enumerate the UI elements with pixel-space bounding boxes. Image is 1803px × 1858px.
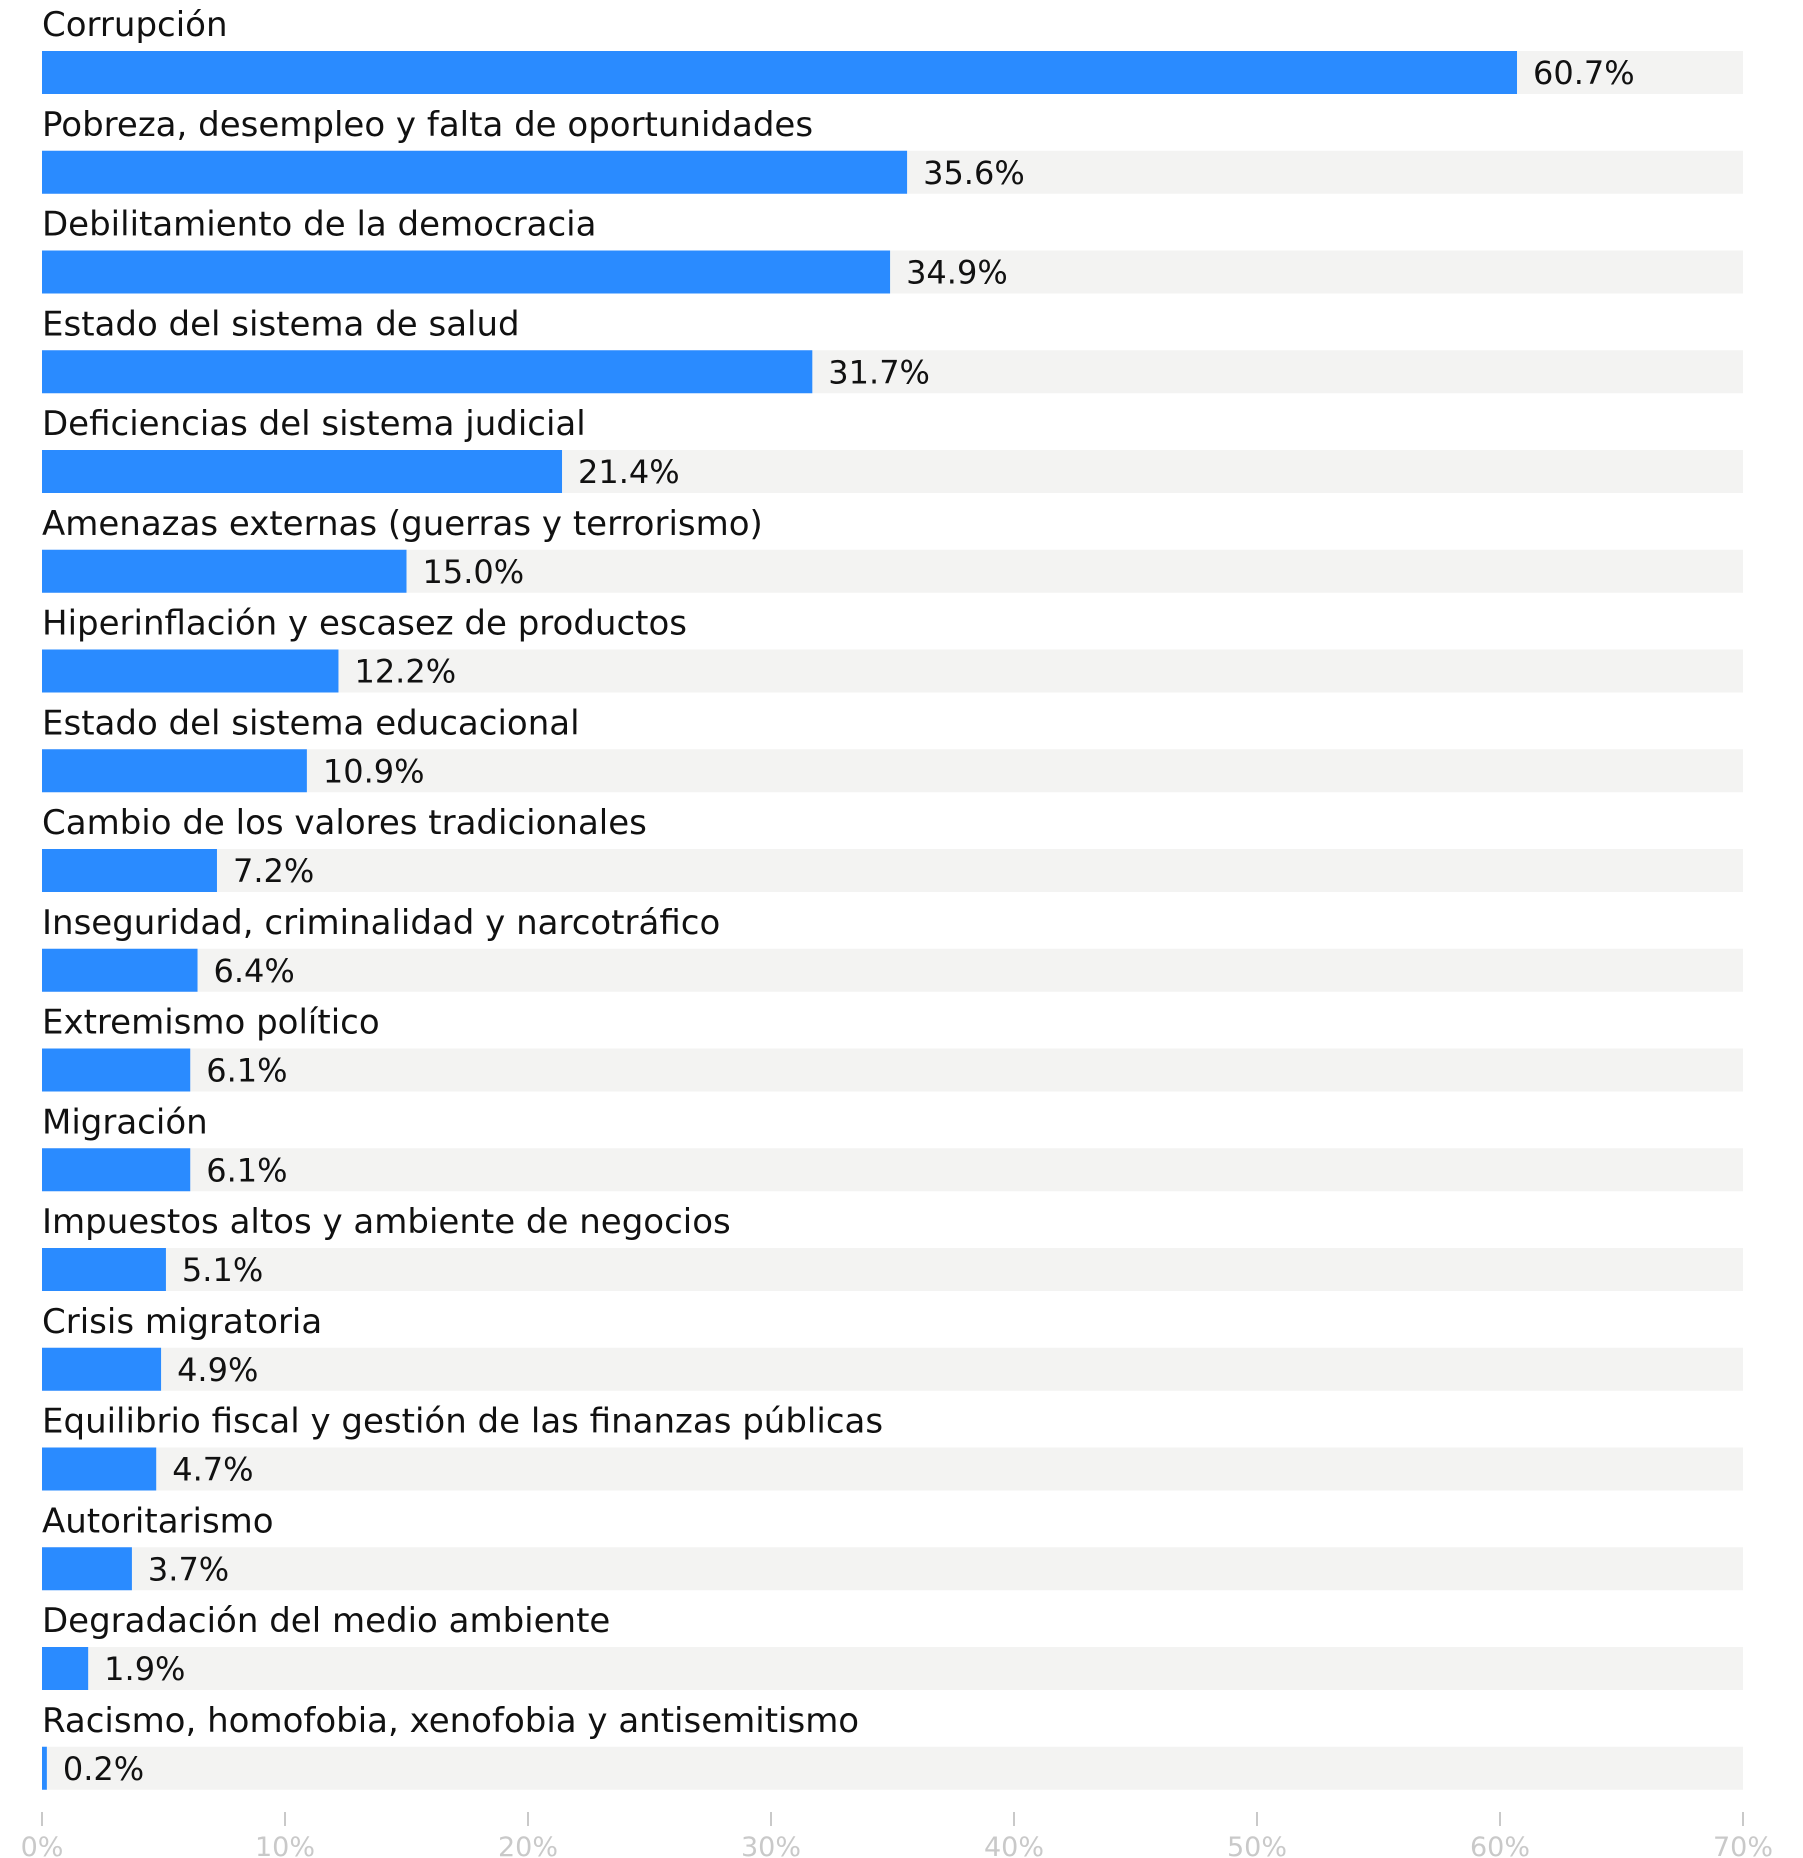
- value-label: 34.9%: [906, 254, 1008, 292]
- value-label: 21.4%: [578, 453, 680, 491]
- value-label: 6.1%: [206, 1151, 287, 1189]
- value-label: 3.7%: [148, 1550, 229, 1588]
- category-label: Migración: [42, 1102, 208, 1142]
- bar: [42, 1048, 191, 1092]
- x-tick-label: 40%: [984, 1832, 1044, 1858]
- bar-track: [42, 749, 1743, 793]
- category-label: Estado del sistema de salud: [42, 304, 520, 344]
- value-label: 15.0%: [423, 553, 525, 591]
- value-label: 6.4%: [214, 952, 295, 990]
- bar-track: [42, 849, 1743, 892]
- bar-row: Impuestos altos y ambiente de negocios 5.…: [42, 1202, 1743, 1291]
- bar-row: Racismo, homofobia, xenofobia y antisemi…: [42, 1701, 1743, 1790]
- bar: [42, 1746, 47, 1790]
- x-tick-label: 0%: [21, 1832, 64, 1858]
- category-label: Estado del sistema educacional: [42, 703, 580, 743]
- x-tick-label: 60%: [1470, 1832, 1530, 1858]
- category-label: Cambio de los valores tradicionales: [42, 803, 647, 843]
- bar: [42, 450, 563, 493]
- bar-row: Equilibrio fiscal y gestión de las finan…: [42, 1402, 1743, 1491]
- bar-track: [42, 1746, 1743, 1790]
- bar: [42, 350, 813, 394]
- category-label: Deficiencias del sistema judicial: [42, 404, 586, 444]
- value-label: 6.1%: [206, 1052, 287, 1090]
- bar-track: [42, 1148, 1743, 1192]
- bar-track: [42, 1347, 1743, 1391]
- bar: [42, 749, 307, 793]
- bar-row: Corrupción 60.7%: [42, 5, 1743, 94]
- bar-row: Hiperinflación y escasez de productos 12.…: [42, 604, 1743, 693]
- x-tick-label: 70%: [1713, 1832, 1773, 1858]
- value-label: 35.6%: [923, 154, 1025, 192]
- bar-row: Autoritarismo 3.7%: [42, 1501, 1743, 1591]
- bar-row: Crisis migratoria 4.9%: [42, 1302, 1743, 1391]
- category-label: Corrupción: [42, 5, 228, 45]
- category-label: Pobreza, desempleo y falta de oportunida…: [42, 105, 813, 145]
- value-label: 5.1%: [182, 1251, 263, 1289]
- bar: [42, 1447, 157, 1491]
- bar-track: [42, 1647, 1743, 1690]
- bar: [42, 1547, 132, 1591]
- category-label: Debilitamiento de la democracia: [42, 205, 596, 245]
- value-label: 7.2%: [233, 852, 314, 890]
- value-label: 60.7%: [1533, 54, 1635, 92]
- category-label: Inseguridad, criminalidad y narcotráfico: [42, 903, 720, 943]
- bar: [42, 250, 891, 294]
- x-tick-label: 50%: [1227, 1832, 1287, 1858]
- bar-row: Cambio de los valores tradicionales 7.2%: [42, 803, 1743, 892]
- value-label: 10.9%: [323, 752, 425, 790]
- bar: [42, 51, 1518, 94]
- bar-row: Extremismo político 6.1%: [42, 1003, 1743, 1092]
- bar-row: Inseguridad, criminalidad y narcotráfico…: [42, 903, 1743, 992]
- bar-row: Debilitamiento de la democracia 34.9%: [42, 205, 1743, 294]
- value-label: 1.9%: [104, 1650, 185, 1688]
- x-tick-label: 30%: [741, 1832, 801, 1858]
- bar-track: [42, 1447, 1743, 1491]
- bar: [42, 1148, 191, 1192]
- x-tick-label: 20%: [498, 1832, 558, 1858]
- category-label: Crisis migratoria: [42, 1302, 322, 1342]
- bar: [42, 1647, 89, 1690]
- bar: [42, 150, 908, 194]
- category-label: Autoritarismo: [42, 1501, 274, 1541]
- bar-row: Degradación del medio ambiente 1.9%: [42, 1601, 1743, 1690]
- x-tick-label: 10%: [255, 1832, 315, 1858]
- bar-track: [42, 1248, 1743, 1291]
- value-label: 4.7%: [172, 1451, 253, 1489]
- bar-rows: Corrupción 60.7% Pobreza, desempleo y falt…: [42, 5, 1743, 1790]
- value-label: 0.2%: [63, 1750, 144, 1788]
- category-label: Degradación del medio ambiente: [42, 1601, 610, 1641]
- bar-track: [42, 1547, 1743, 1591]
- bar-row: Migración 6.1%: [42, 1102, 1743, 1192]
- bar-row: Amenazas externas (guerras y terrorismo)…: [42, 504, 1743, 593]
- bar: [42, 1347, 162, 1391]
- category-label: Extremismo político: [42, 1003, 380, 1043]
- bar-track: [42, 948, 1743, 992]
- category-label: Amenazas externas (guerras y terrorismo): [42, 504, 763, 544]
- value-label: 12.2%: [354, 653, 456, 691]
- value-label: 31.7%: [828, 353, 930, 391]
- bar: [42, 1248, 166, 1291]
- bar: [42, 849, 217, 892]
- bar: [42, 649, 339, 693]
- bar-row: Deficiencias del sistema judicial 21.4%: [42, 404, 1743, 493]
- x-axis: 0% 10% 20% 30% 40% 50% 60% 70%: [21, 1812, 1773, 1858]
- bar-row: Estado del sistema de salud 31.7%: [42, 304, 1743, 394]
- category-label: Equilibrio fiscal y gestión de las finan…: [42, 1402, 883, 1442]
- category-label: Hiperinflación y escasez de productos: [42, 604, 687, 644]
- bar-row: Pobreza, desempleo y falta de oportunida…: [42, 105, 1743, 194]
- bar-row: Estado del sistema educacional 10.9%: [42, 703, 1743, 793]
- category-label: Racismo, homofobia, xenofobia y antisemi…: [42, 1701, 859, 1741]
- category-label: Impuestos altos y ambiente de negocios: [42, 1202, 731, 1242]
- bar-track: [42, 1048, 1743, 1092]
- bar: [42, 549, 407, 593]
- value-label: 4.9%: [177, 1351, 258, 1389]
- bar: [42, 948, 198, 992]
